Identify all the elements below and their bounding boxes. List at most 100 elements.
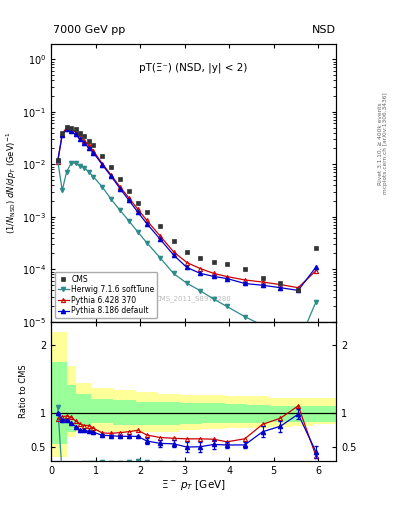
- Herwig 7.1.6 softTune: [64, 168, 69, 175]
- CMS: [260, 275, 265, 281]
- Pythia 8.186 default: [109, 173, 114, 179]
- Pythia 6.428 370: [100, 161, 105, 167]
- Herwig 7.1.6 softTune: [118, 207, 123, 214]
- Pythia 8.186 default: [69, 128, 73, 134]
- Pythia 8.186 default: [118, 185, 123, 191]
- CMS: [118, 176, 123, 182]
- Pythia 6.428 370: [296, 285, 301, 291]
- Pythia 8.186 default: [55, 157, 60, 163]
- Pythia 8.186 default: [86, 145, 91, 151]
- Pythia 8.186 default: [260, 282, 265, 288]
- Pythia 6.428 370: [185, 260, 189, 266]
- Pythia 8.186 default: [91, 150, 96, 156]
- Herwig 7.1.6 softTune: [158, 255, 163, 261]
- Pythia 8.186 default: [171, 252, 176, 258]
- Pythia 6.428 370: [242, 277, 247, 283]
- CMS: [82, 133, 87, 139]
- CMS: [69, 124, 73, 131]
- Herwig 7.1.6 softTune: [242, 313, 247, 319]
- Herwig 7.1.6 softTune: [78, 163, 83, 169]
- Text: mcplots.cern.ch [arXiv:1306.3436]: mcplots.cern.ch [arXiv:1306.3436]: [383, 93, 387, 194]
- Text: 7000 GeV pp: 7000 GeV pp: [53, 25, 125, 35]
- Pythia 8.186 default: [73, 132, 78, 138]
- Pythia 8.186 default: [136, 209, 140, 215]
- Herwig 7.1.6 softTune: [198, 288, 202, 294]
- Herwig 7.1.6 softTune: [60, 187, 64, 194]
- Herwig 7.1.6 softTune: [82, 165, 87, 171]
- Line: Pythia 8.186 default: Pythia 8.186 default: [56, 127, 318, 292]
- Pythia 6.428 370: [158, 233, 163, 239]
- Pythia 8.186 default: [78, 136, 83, 142]
- Pythia 6.428 370: [145, 218, 149, 224]
- Herwig 7.1.6 softTune: [136, 229, 140, 235]
- Pythia 8.186 default: [82, 140, 87, 146]
- Herwig 7.1.6 softTune: [224, 304, 229, 310]
- Herwig 7.1.6 softTune: [185, 280, 189, 286]
- CMS: [185, 249, 189, 255]
- CMS: [64, 123, 69, 130]
- Herwig 7.1.6 softTune: [55, 158, 60, 164]
- Pythia 8.186 default: [64, 126, 69, 132]
- Legend: CMS, Herwig 7.1.6 softTune, Pythia 6.428 370, Pythia 8.186 default: CMS, Herwig 7.1.6 softTune, Pythia 6.428…: [55, 272, 157, 318]
- Pythia 6.428 370: [73, 129, 78, 135]
- Pythia 6.428 370: [60, 131, 64, 137]
- Pythia 8.186 default: [158, 236, 163, 242]
- CMS: [100, 153, 105, 159]
- CMS: [109, 164, 114, 170]
- Pythia 6.428 370: [260, 279, 265, 285]
- Pythia 6.428 370: [86, 142, 91, 148]
- Pythia 6.428 370: [224, 273, 229, 280]
- Pythia 6.428 370: [211, 270, 216, 276]
- Pythia 6.428 370: [278, 282, 283, 288]
- Pythia 6.428 370: [55, 159, 60, 165]
- X-axis label: $\Xi^-\ p_T\ [\mathrm{GeV}]$: $\Xi^-\ p_T\ [\mathrm{GeV}]$: [161, 478, 226, 493]
- Pythia 8.186 default: [100, 162, 105, 168]
- Text: pT(Ξ⁻) (NSD, |y| < 2): pT(Ξ⁻) (NSD, |y| < 2): [140, 63, 248, 74]
- CMS: [314, 245, 318, 251]
- CMS: [224, 261, 229, 267]
- Pythia 8.186 default: [145, 221, 149, 227]
- CMS: [91, 142, 96, 148]
- CMS: [60, 130, 64, 136]
- CMS: [145, 208, 149, 215]
- Herwig 7.1.6 softTune: [127, 218, 131, 224]
- Pythia 6.428 370: [69, 126, 73, 132]
- Y-axis label: Ratio to CMS: Ratio to CMS: [19, 365, 28, 418]
- CMS: [171, 238, 176, 244]
- Herwig 7.1.6 softTune: [86, 169, 91, 175]
- Pythia 8.186 default: [198, 270, 202, 276]
- Herwig 7.1.6 softTune: [296, 340, 301, 347]
- CMS: [211, 259, 216, 265]
- Herwig 7.1.6 softTune: [278, 328, 283, 334]
- Pythia 6.428 370: [109, 172, 114, 178]
- Herwig 7.1.6 softTune: [145, 240, 149, 246]
- CMS: [73, 126, 78, 133]
- Pythia 6.428 370: [78, 133, 83, 139]
- Herwig 7.1.6 softTune: [73, 160, 78, 166]
- Pythia 6.428 370: [91, 148, 96, 154]
- Pythia 8.186 default: [314, 264, 318, 270]
- Pythia 8.186 default: [185, 264, 189, 270]
- Herwig 7.1.6 softTune: [69, 160, 73, 166]
- Herwig 7.1.6 softTune: [171, 270, 176, 276]
- Pythia 6.428 370: [198, 266, 202, 272]
- Text: NSD: NSD: [312, 25, 336, 35]
- Herwig 7.1.6 softTune: [260, 323, 265, 329]
- Line: Pythia 6.428 370: Pythia 6.428 370: [56, 125, 318, 290]
- Pythia 6.428 370: [136, 206, 140, 212]
- CMS: [296, 287, 301, 293]
- CMS: [78, 130, 83, 136]
- CMS: [158, 223, 163, 229]
- Herwig 7.1.6 softTune: [109, 196, 114, 202]
- Pythia 8.186 default: [60, 132, 64, 138]
- Pythia 6.428 370: [127, 195, 131, 201]
- CMS: [136, 200, 140, 206]
- Pythia 6.428 370: [118, 184, 123, 190]
- CMS: [198, 255, 202, 261]
- Pythia 8.186 default: [278, 285, 283, 291]
- Pythia 8.186 default: [242, 281, 247, 287]
- Herwig 7.1.6 softTune: [100, 184, 105, 190]
- Pythia 8.186 default: [127, 197, 131, 203]
- Line: Herwig 7.1.6 softTune: Herwig 7.1.6 softTune: [56, 159, 318, 346]
- Line: CMS: CMS: [55, 124, 318, 292]
